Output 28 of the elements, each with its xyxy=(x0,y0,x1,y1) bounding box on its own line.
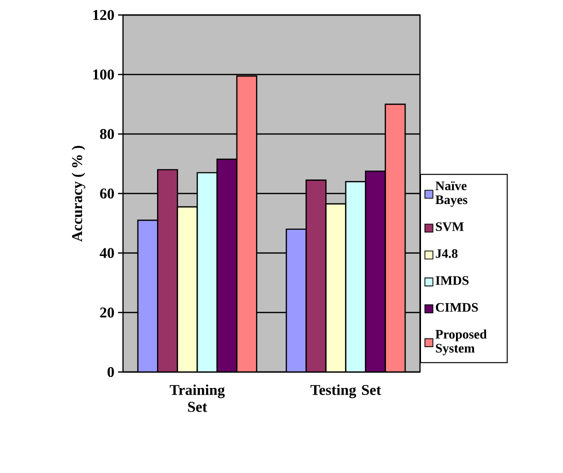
bar xyxy=(364,170,386,372)
y-tick-label: 60 xyxy=(100,188,114,199)
legend-label: IMDS xyxy=(436,276,469,285)
legend-label: Naïve Bayes xyxy=(435,181,468,207)
legend-label: J4.8 xyxy=(436,249,458,258)
bar xyxy=(157,169,178,372)
legend-label: SVM xyxy=(436,222,464,232)
y-tick-label: 20 xyxy=(100,307,114,318)
bar xyxy=(384,104,406,372)
y-tick-label: 100 xyxy=(93,69,114,80)
y-axis-title: Accuracy ( % ) xyxy=(72,146,86,242)
bar xyxy=(325,203,346,372)
bar xyxy=(286,228,307,372)
bar xyxy=(196,172,218,372)
bar xyxy=(236,75,258,372)
y-tick-label: 80 xyxy=(100,128,114,140)
bar xyxy=(306,180,327,372)
y-tick-label: 120 xyxy=(93,10,114,20)
bar xyxy=(176,206,198,372)
bar xyxy=(137,220,158,372)
legend-label: CIMDS xyxy=(436,303,478,312)
x-tick-label: Testing Set xyxy=(310,384,382,398)
y-tick-label: 40 xyxy=(100,248,114,258)
legend-label: Proposed System xyxy=(435,330,487,356)
bar xyxy=(345,181,366,372)
y-tick-label: 0 xyxy=(108,366,114,378)
bar xyxy=(216,158,238,372)
x-tick-label: Training Set xyxy=(170,384,225,412)
